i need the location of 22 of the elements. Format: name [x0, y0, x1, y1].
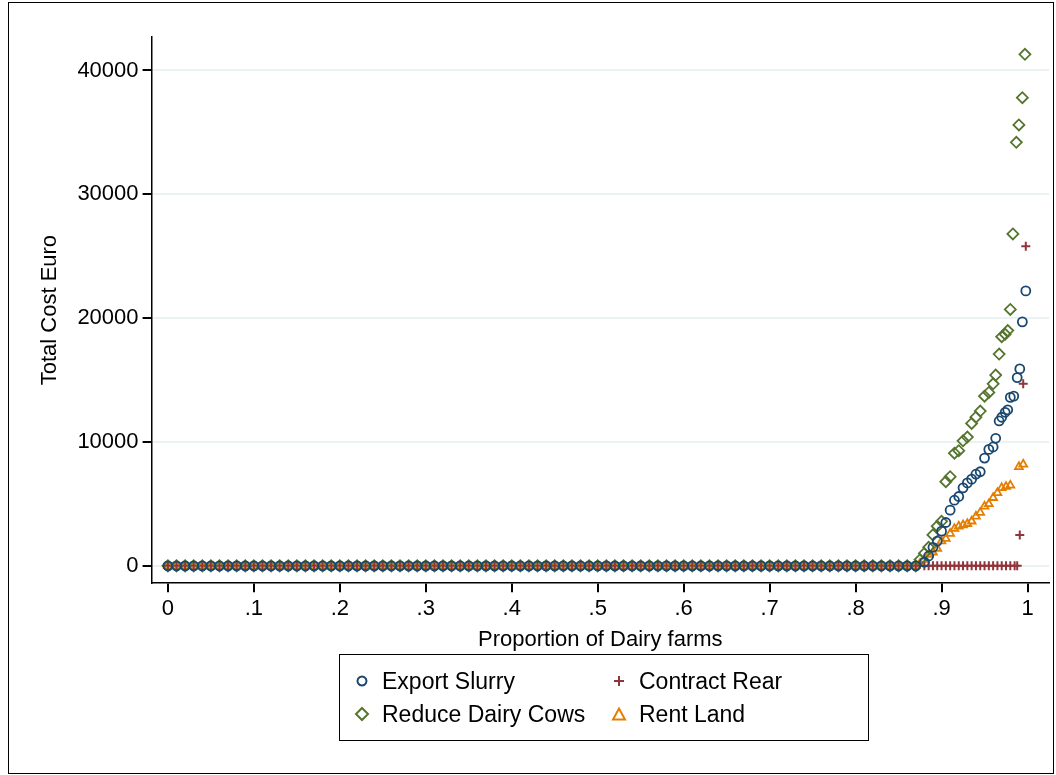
x-tick-label: .3 [416, 595, 435, 621]
x-tick-label: .1 [244, 595, 264, 621]
x-tick-label: .9 [932, 595, 951, 621]
y-tick-label: 0 [126, 551, 139, 577]
x-tick-label: .7 [760, 595, 779, 621]
x-tick-label: .6 [674, 595, 693, 621]
x-tick-label: .4 [502, 595, 521, 621]
x-tick-label: .5 [588, 595, 607, 621]
y-tick-label: 20000 [77, 304, 139, 330]
legend-label: Rent Land [639, 700, 746, 728]
x-axis-title: Proportion of Dairy farms [478, 625, 723, 651]
y-tick-label: 30000 [77, 180, 139, 206]
x-tick-label: 1 [1021, 595, 1034, 621]
y-tick-label: 40000 [77, 56, 139, 82]
y-tick-label: 10000 [77, 428, 139, 454]
y-axis-title: Total Cost Euro [36, 234, 62, 386]
x-tick-label: 0 [161, 595, 175, 621]
legend-label: Contract Rear [639, 667, 783, 695]
legend-label: Reduce Dairy Cows [382, 700, 586, 728]
x-tick-label: .8 [846, 595, 865, 621]
x-tick-label: .2 [330, 595, 350, 621]
legend-label: Export Slurry [382, 667, 515, 695]
